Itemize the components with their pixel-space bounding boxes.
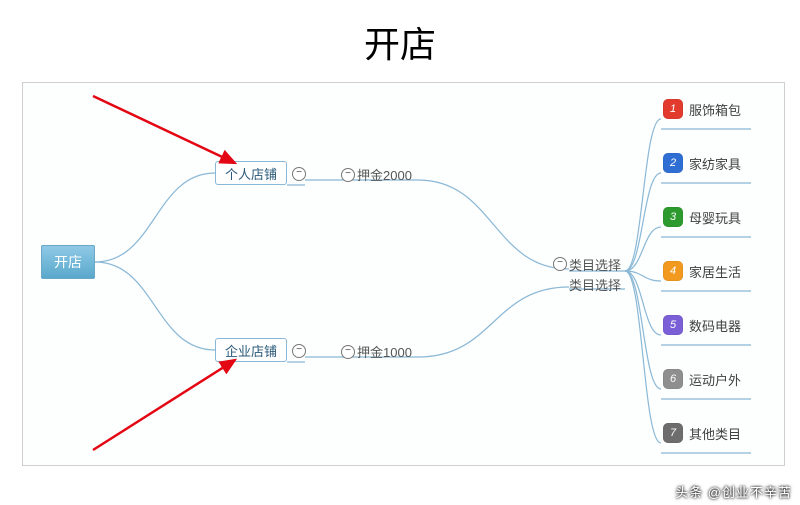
leaf-label: 家纺家具 <box>689 154 741 173</box>
leaf-label: 家居生活 <box>689 262 741 281</box>
annotation-arrow-icon <box>85 88 255 178</box>
deposit-enterprise: 押金1000 <box>357 342 412 361</box>
leaf-label: 运动户外 <box>689 370 741 389</box>
annotation-arrow-icon <box>85 338 255 458</box>
leaf-item[interactable]: 1 服饰箱包 <box>663 99 741 119</box>
leaf-label: 数码电器 <box>689 316 741 335</box>
badge-icon: 7 <box>663 423 683 443</box>
mindmap-canvas: 开店 个人店铺 企业店铺 − − − − − 押金2000 押金1000 类目选… <box>22 82 785 466</box>
badge-icon: 5 <box>663 315 683 335</box>
collapse-toggle[interactable]: − <box>292 167 306 181</box>
collapse-toggle[interactable]: − <box>341 168 355 182</box>
badge-icon: 6 <box>663 369 683 389</box>
badge-icon: 3 <box>663 207 683 227</box>
leaf-item[interactable]: 5 数码电器 <box>663 315 741 335</box>
badge-icon: 2 <box>663 153 683 173</box>
leaf-item[interactable]: 2 家纺家具 <box>663 153 741 173</box>
collapse-toggle[interactable]: − <box>341 345 355 359</box>
collapse-toggle[interactable]: − <box>553 257 567 271</box>
leaf-item[interactable]: 3 母婴玩具 <box>663 207 741 227</box>
badge-icon: 4 <box>663 261 683 281</box>
leaf-label: 服饰箱包 <box>689 100 741 119</box>
page-title: 开店 <box>0 16 800 68</box>
root-node[interactable]: 开店 <box>41 245 95 279</box>
watermark: 头条 @创业不辛苦 <box>675 482 792 501</box>
category-select-bottom: 类目选择 <box>569 275 621 294</box>
collapse-toggle[interactable]: − <box>292 344 306 358</box>
leaf-item[interactable]: 6 运动户外 <box>663 369 741 389</box>
deposit-personal: 押金2000 <box>357 165 412 184</box>
leaf-label: 其他类目 <box>689 424 741 443</box>
leaf-label: 母婴玩具 <box>689 208 741 227</box>
badge-icon: 1 <box>663 99 683 119</box>
leaf-item[interactable]: 4 家居生活 <box>663 261 741 281</box>
leaf-item[interactable]: 7 其他类目 <box>663 423 741 443</box>
category-select-top: 类目选择 <box>569 255 621 274</box>
